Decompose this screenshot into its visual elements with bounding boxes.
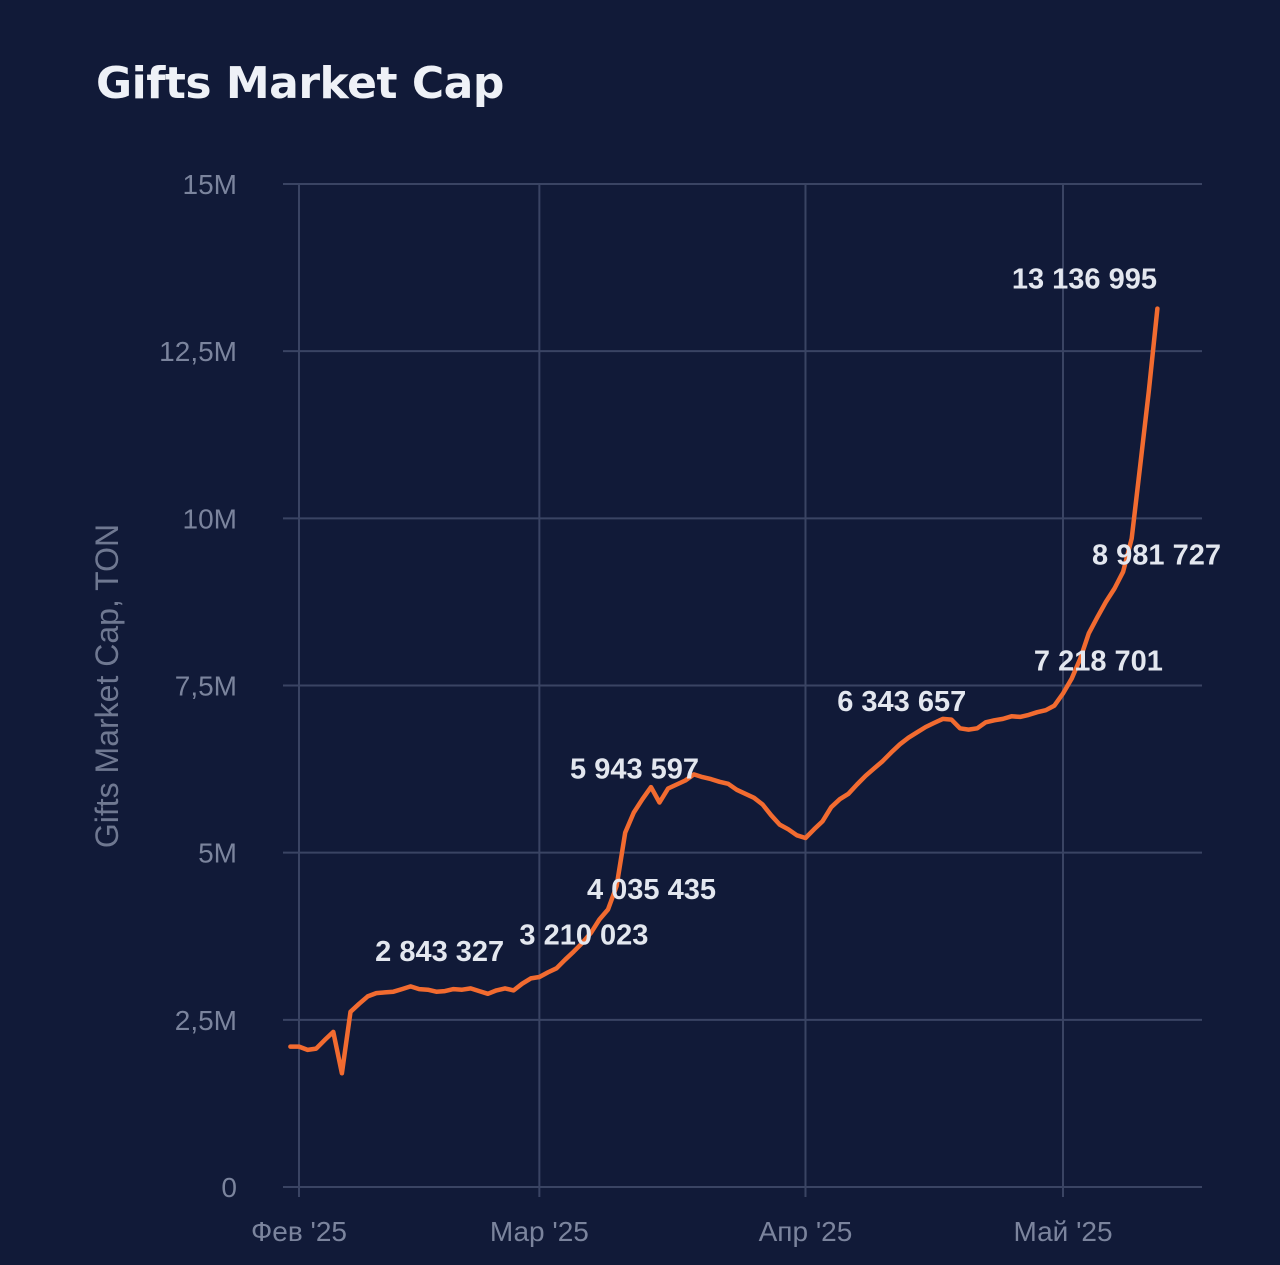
chart-title: Gifts Market Cap	[96, 58, 504, 109]
y-tick-label: 7,5M	[175, 671, 237, 702]
x-tick-label: Фев '25	[251, 1216, 347, 1247]
data-label: 6 343 657	[837, 686, 966, 718]
x-tick-label: Мар '25	[490, 1216, 589, 1247]
y-tick-label: 15M	[183, 169, 237, 200]
data-label: 5 943 597	[570, 754, 699, 786]
data-labels: 2 843 327 3 210 023 4 035 435 5 943 597 6 34…	[375, 264, 1221, 968]
x-axis-ticks: Фев '25 Мар '25 Апр '25 Май '25	[251, 1216, 1113, 1247]
y-tick-label: 2,5M	[175, 1005, 237, 1036]
data-label: 4 035 435	[587, 874, 716, 906]
series-line	[288, 306, 1160, 1076]
y-tick-label: 0	[221, 1172, 237, 1203]
y-axis-ticks: 0 2,5M 5M 7,5M 10M 12,5M 15M	[159, 169, 237, 1203]
x-tick-label: Май '25	[1013, 1216, 1112, 1247]
y-tick-label: 5M	[198, 838, 237, 869]
data-label: 13 136 995	[1012, 264, 1157, 296]
x-tick-label: Апр '25	[759, 1216, 853, 1247]
data-label: 7 218 701	[1034, 645, 1163, 677]
y-tick-label: 12,5M	[159, 336, 237, 367]
data-label: 3 210 023	[519, 919, 648, 951]
data-label: 8 981 727	[1092, 539, 1221, 571]
y-tick-label: 10M	[183, 503, 237, 534]
data-label: 2 843 327	[375, 936, 504, 968]
y-axis-label: Gifts Market Cap, TON	[89, 524, 125, 848]
